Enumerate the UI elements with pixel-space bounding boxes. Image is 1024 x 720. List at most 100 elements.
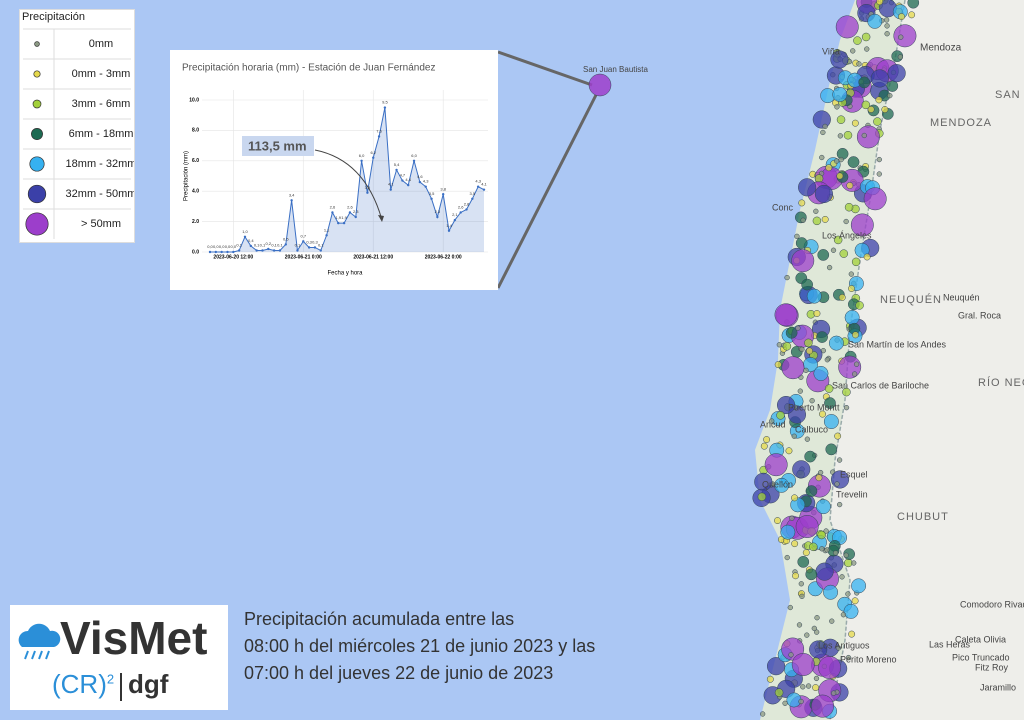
value-label: 2,1 — [452, 212, 458, 217]
place-label: Calbuco — [795, 424, 828, 434]
station — [870, 69, 889, 88]
annotation-box — [242, 136, 314, 156]
station — [791, 653, 815, 676]
station — [844, 202, 854, 212]
station — [774, 477, 790, 493]
legend-items: 0mm 0mm - 3mm 3mm - 6mm 6mm - 18mm 18mm - 32… — [23, 28, 134, 239]
point — [249, 244, 253, 248]
place-label: Comodoro Rivadavia — [960, 599, 1024, 609]
legend-label: 32mm - 50mm — [66, 188, 134, 200]
station — [817, 530, 826, 540]
chart: Precipitación horaria (mm) - Estación de… — [182, 63, 488, 277]
value-label: 0,5 — [283, 236, 289, 241]
point — [278, 249, 282, 252]
point — [459, 211, 462, 214]
value-label: 0,0 — [231, 244, 237, 249]
legend-label: 3mm - 6mm — [72, 98, 131, 110]
station — [787, 604, 793, 611]
point — [296, 249, 299, 252]
value-label: 6,0 — [359, 153, 365, 158]
value-label: 2,8 — [464, 202, 470, 207]
station — [777, 395, 796, 415]
legend-title: Precipitación — [22, 11, 85, 23]
station — [805, 485, 818, 497]
value-label: 0,7 — [300, 233, 306, 238]
value-label: 0,1 — [236, 243, 242, 248]
station — [908, 11, 916, 19]
place-label: San Martín de los Andes — [848, 339, 947, 349]
station — [813, 629, 820, 635]
station — [830, 50, 849, 69]
station — [838, 355, 862, 379]
station — [897, 54, 904, 60]
station — [812, 684, 820, 692]
place-label: Quellón — [762, 479, 793, 489]
value-label: 0,0 — [219, 244, 225, 249]
place-label: NEUQUÉN — [880, 293, 942, 306]
value-label: 1,9 — [341, 215, 347, 220]
station — [881, 106, 889, 113]
station — [791, 433, 797, 439]
station — [838, 294, 846, 301]
station — [835, 645, 842, 651]
legend-label: 0mm — [89, 38, 113, 50]
station — [884, 23, 890, 29]
line — [210, 107, 485, 253]
logo-org: (CR)2 — [52, 669, 114, 700]
point — [307, 246, 311, 249]
station — [806, 288, 822, 304]
station — [804, 338, 813, 348]
station — [802, 549, 810, 557]
station — [824, 397, 836, 409]
station — [804, 450, 817, 463]
station — [785, 447, 793, 455]
station — [830, 690, 837, 696]
station — [853, 36, 862, 45]
station — [898, 13, 905, 21]
point — [226, 250, 229, 254]
y-tick-label: 10.0 — [189, 97, 199, 103]
station — [861, 32, 871, 42]
value-label: 0,2 — [266, 241, 272, 246]
point — [255, 249, 258, 252]
station — [813, 366, 829, 381]
station — [836, 457, 843, 463]
station — [797, 388, 803, 394]
station — [766, 657, 786, 676]
station — [825, 443, 838, 456]
station — [876, 171, 882, 177]
arrow-head — [378, 215, 384, 222]
station — [824, 547, 830, 553]
point — [465, 208, 468, 211]
point — [220, 250, 223, 254]
station — [848, 271, 854, 277]
station — [840, 612, 847, 618]
place-label: Trevelin — [836, 489, 868, 499]
value-label: 0,0 — [207, 244, 213, 249]
station — [845, 654, 852, 661]
station — [812, 110, 831, 129]
station — [832, 550, 839, 556]
point — [267, 247, 270, 251]
station — [776, 342, 783, 348]
point — [401, 179, 404, 182]
station — [759, 711, 766, 717]
station — [769, 418, 775, 424]
legend-swatch — [32, 99, 42, 109]
value-label: 4,7 — [400, 173, 406, 178]
station — [832, 87, 848, 102]
point — [214, 250, 218, 254]
legend-swatch — [31, 128, 43, 140]
station — [798, 178, 817, 197]
value-label: 4,3 — [475, 179, 481, 184]
station — [836, 115, 846, 124]
legend-label: 0mm - 3mm — [72, 68, 131, 80]
legend: Precipitación 0mm 0mm - 3mm 3mm - 6mm 6mm -… — [19, 9, 135, 243]
point — [471, 197, 474, 200]
station — [852, 331, 859, 339]
station — [798, 581, 804, 587]
value-label: 0,1 — [318, 243, 324, 248]
point — [377, 135, 381, 138]
point — [331, 211, 334, 214]
station — [843, 218, 849, 225]
